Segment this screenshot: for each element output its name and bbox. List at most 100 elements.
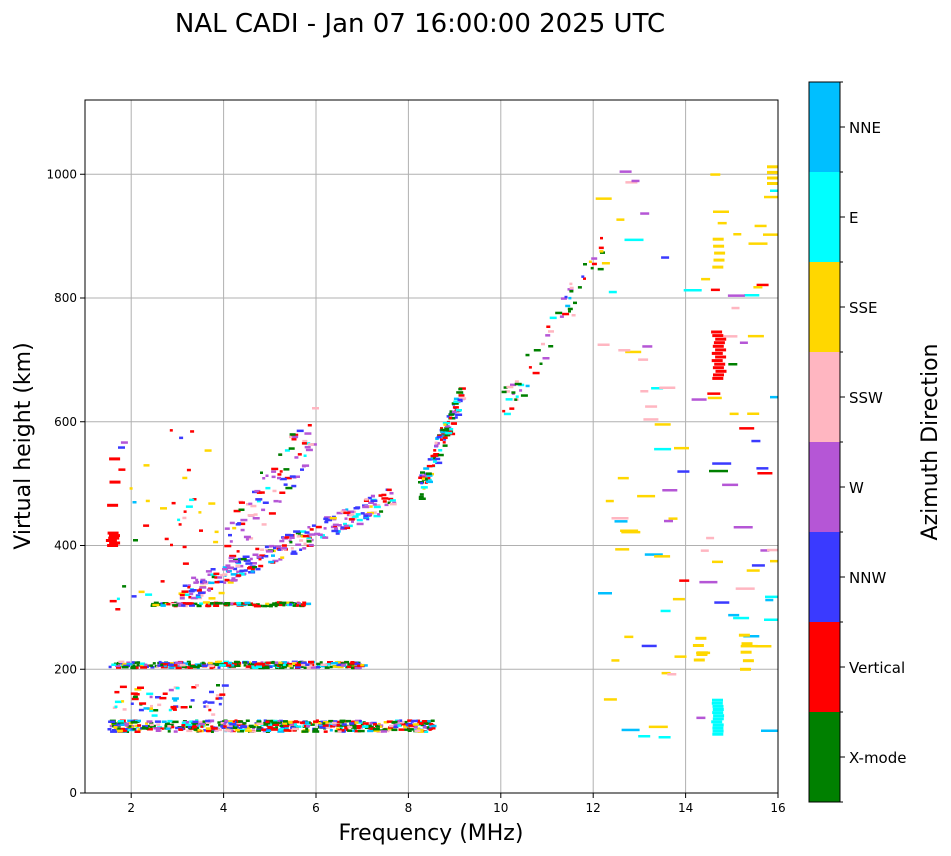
- colorbar-segment: [809, 712, 840, 802]
- echo-point: [295, 663, 302, 667]
- echo-point: [317, 533, 323, 536]
- echo-point: [455, 413, 463, 416]
- echo-point: [281, 661, 287, 664]
- echo-point: [289, 433, 296, 436]
- echo-point: [224, 602, 231, 605]
- echo-point: [114, 705, 118, 708]
- echo-point: [214, 576, 218, 579]
- echo-point: [329, 723, 334, 726]
- echo-point: [443, 423, 447, 426]
- echo-point: [640, 390, 649, 393]
- echo-point: [120, 662, 127, 666]
- echo-point: [230, 666, 236, 670]
- echo-point: [311, 524, 316, 527]
- echo-point: [433, 456, 437, 460]
- echo-point: [376, 504, 381, 507]
- echo-point: [226, 724, 233, 727]
- echo-point: [131, 697, 139, 701]
- echo-point: [235, 523, 241, 526]
- echo-point: [443, 438, 447, 441]
- echo-point: [205, 721, 211, 724]
- echo-point: [118, 660, 125, 664]
- echo-point: [143, 524, 150, 527]
- echo-point: [345, 508, 349, 511]
- echo-point: [419, 474, 424, 477]
- echo-point: [189, 665, 196, 668]
- echo-point: [261, 523, 267, 526]
- echo-point: [456, 391, 464, 394]
- x-tick-label: 10: [493, 801, 508, 815]
- echo-point: [152, 662, 156, 665]
- echo-point: [658, 736, 671, 739]
- echo-point: [185, 723, 193, 726]
- echo-point: [190, 589, 197, 592]
- echo-point: [559, 315, 564, 318]
- echo-point: [178, 728, 183, 731]
- echo-point: [279, 728, 285, 731]
- echo-point: [360, 723, 364, 726]
- echo-point: [283, 483, 288, 486]
- echo-point: [187, 586, 191, 589]
- echo-point: [372, 503, 377, 506]
- echo-point: [336, 511, 343, 515]
- echo-point: [425, 722, 432, 725]
- echo-point: [343, 524, 349, 528]
- echo-point: [214, 530, 219, 534]
- echo-point: [625, 181, 638, 184]
- echo-point: [296, 602, 301, 605]
- echo-point: [434, 444, 439, 447]
- echo-point: [597, 343, 610, 346]
- echo-point: [186, 468, 191, 472]
- echo-point: [302, 547, 307, 550]
- echo-point: [367, 496, 372, 500]
- echo-point: [171, 501, 176, 505]
- echo-point: [713, 244, 725, 248]
- echo-point: [237, 730, 245, 733]
- echo-point: [396, 719, 400, 723]
- echo-point: [158, 660, 162, 664]
- echo-point: [712, 560, 723, 564]
- echo-point: [442, 436, 448, 439]
- echo-point: [712, 717, 724, 721]
- echo-point: [189, 720, 194, 723]
- echo-point: [288, 447, 295, 450]
- echo-point: [303, 542, 307, 546]
- echo-point: [244, 601, 251, 605]
- echo-point: [318, 722, 322, 725]
- echo-point: [224, 720, 229, 723]
- echo-point: [738, 633, 750, 637]
- echo-point: [525, 384, 530, 388]
- echo-point: [605, 499, 614, 503]
- echo-point: [717, 221, 727, 225]
- x-axis-label: Frequency (MHz): [339, 821, 524, 846]
- echo-point: [306, 725, 311, 728]
- echo-point: [426, 464, 433, 468]
- echo-point: [202, 720, 206, 723]
- echo-point: [168, 688, 174, 692]
- echo-point: [189, 592, 194, 596]
- echo-point: [426, 478, 432, 482]
- echo-point: [611, 517, 629, 520]
- echo-point: [135, 666, 139, 669]
- echo-point: [206, 663, 214, 666]
- echo-point: [713, 341, 725, 345]
- echo-point: [197, 591, 205, 595]
- echo-point: [565, 304, 571, 308]
- echo-point: [319, 725, 326, 729]
- echo-point: [343, 526, 351, 530]
- echo-point: [322, 536, 329, 539]
- echo-point: [712, 723, 724, 727]
- echo-point: [215, 694, 222, 697]
- echo-point: [347, 725, 353, 729]
- echo-point: [332, 523, 339, 527]
- echo-point: [118, 720, 124, 723]
- echo-point: [214, 602, 220, 605]
- echo-point: [336, 724, 344, 727]
- echo-point: [560, 297, 567, 300]
- echo-point: [695, 636, 707, 640]
- echo-point: [177, 518, 181, 522]
- colorbar-tick-label: X-mode: [849, 749, 906, 767]
- echo-point: [280, 726, 287, 730]
- echo-point: [115, 608, 121, 611]
- echo-point: [388, 726, 394, 729]
